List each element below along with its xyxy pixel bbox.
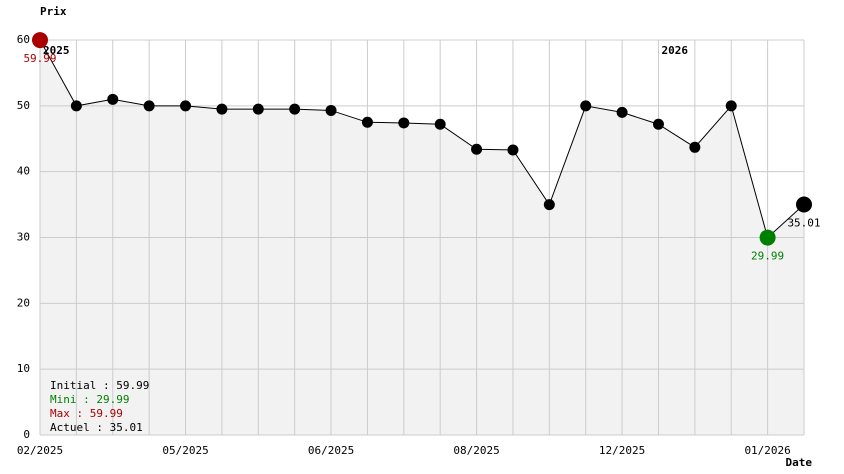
price-point <box>252 103 264 115</box>
price-point <box>143 100 155 112</box>
price-point <box>616 106 628 118</box>
x-tick-label: 12/2025 <box>599 444 645 457</box>
value-label: 29.99 <box>751 250 784 263</box>
price-point <box>689 141 701 153</box>
summary-line: Actuel : 35.01 <box>50 421 143 434</box>
y-tick-label: 0 <box>23 428 30 441</box>
price-point <box>289 103 301 115</box>
price-point <box>32 32 48 49</box>
value-label: 59.99 <box>23 52 56 65</box>
y-tick-label: 20 <box>17 296 30 309</box>
y-axis-title: Prix <box>40 5 67 18</box>
y-tick-label: 50 <box>17 99 30 112</box>
price-point <box>652 118 664 130</box>
price-point <box>725 100 737 112</box>
x-axis-title: Date <box>786 456 813 469</box>
price-point <box>398 117 410 129</box>
year-marker: 2025 <box>43 44 70 57</box>
price-point <box>216 103 228 115</box>
price-point <box>70 100 82 112</box>
y-tick-label: 40 <box>17 165 30 178</box>
y-tick-label: 60 <box>17 33 30 46</box>
price-point <box>180 100 192 112</box>
x-tick-label: 06/2025 <box>308 444 354 457</box>
price-point <box>434 118 446 130</box>
price-point <box>471 143 483 155</box>
price-point <box>543 199 555 211</box>
price-line <box>39 39 805 239</box>
price-point <box>759 229 776 246</box>
summary-line: Initial : 59.99 <box>50 379 149 392</box>
price-point <box>107 93 119 105</box>
price-point <box>796 196 812 213</box>
value-label: 35.01 <box>787 217 820 230</box>
price-point <box>507 144 519 156</box>
summary-line: Max : 59.99 <box>50 407 123 420</box>
x-tick-label: 05/2025 <box>162 444 208 457</box>
summary-line: Mini : 29.99 <box>50 393 129 406</box>
y-tick-label: 10 <box>17 362 30 375</box>
year-marker: 2026 <box>661 44 688 57</box>
price-point <box>361 116 373 128</box>
y-tick-label: 30 <box>17 231 30 244</box>
price-point <box>325 104 337 116</box>
x-tick-label: 08/2025 <box>453 444 499 457</box>
price-point <box>580 100 592 112</box>
x-tick-label: 01/2026 <box>744 444 790 457</box>
x-tick-label: 02/2025 <box>17 444 63 457</box>
